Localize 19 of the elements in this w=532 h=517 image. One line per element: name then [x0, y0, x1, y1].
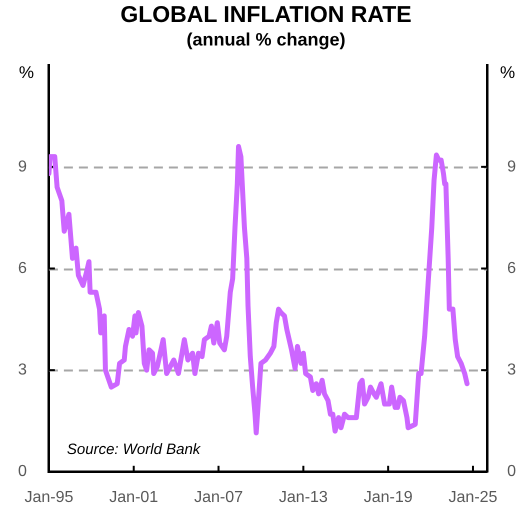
- y-tick-label: 9: [18, 158, 27, 176]
- y2-tick-label: 3: [507, 362, 516, 379]
- y2-tick-label: 6: [507, 260, 516, 277]
- x-tick-label: Jan-13: [278, 488, 328, 506]
- y-tick-label: 0: [18, 463, 27, 480]
- x-tick-label: Jan-01: [109, 488, 158, 506]
- x-tick-label: Jan-07: [194, 488, 244, 506]
- chart-subtitle: (annual % change): [186, 29, 346, 50]
- y-tick-label: 6: [18, 260, 27, 277]
- x-tick-label: Jan-25: [448, 488, 498, 506]
- y2-tick-label: 9: [507, 158, 516, 176]
- x-tick-label: Jan-19: [364, 488, 413, 506]
- chart-title: GLOBAL INFLATION RATE: [120, 1, 412, 28]
- y2-tick-label: 0: [507, 463, 516, 480]
- x-tick-label: Jan-95: [24, 488, 74, 506]
- annotation: Source: World Bank: [66, 440, 202, 458]
- y2-axis-title: %: [500, 62, 516, 82]
- y-tick-label: 3: [18, 362, 27, 379]
- y-axis-title: %: [18, 62, 34, 82]
